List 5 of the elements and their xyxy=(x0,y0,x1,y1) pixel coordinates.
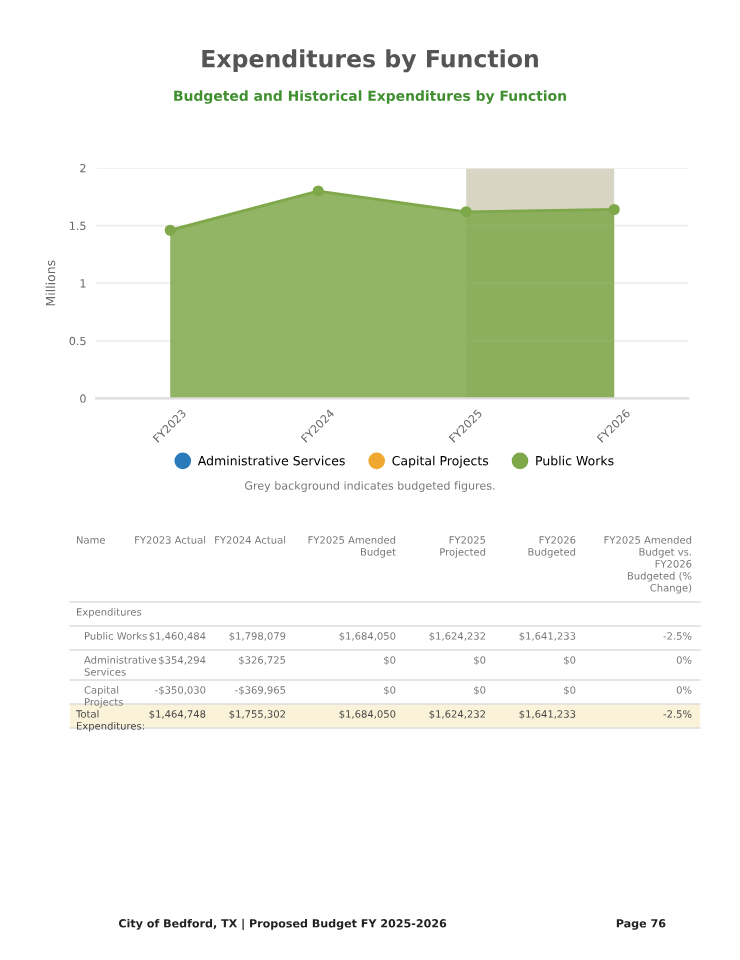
point xyxy=(460,206,472,218)
point xyxy=(608,203,620,216)
point xyxy=(164,224,176,236)
point xyxy=(312,185,324,197)
chart-title: Expenditures by Function xyxy=(202,49,538,73)
